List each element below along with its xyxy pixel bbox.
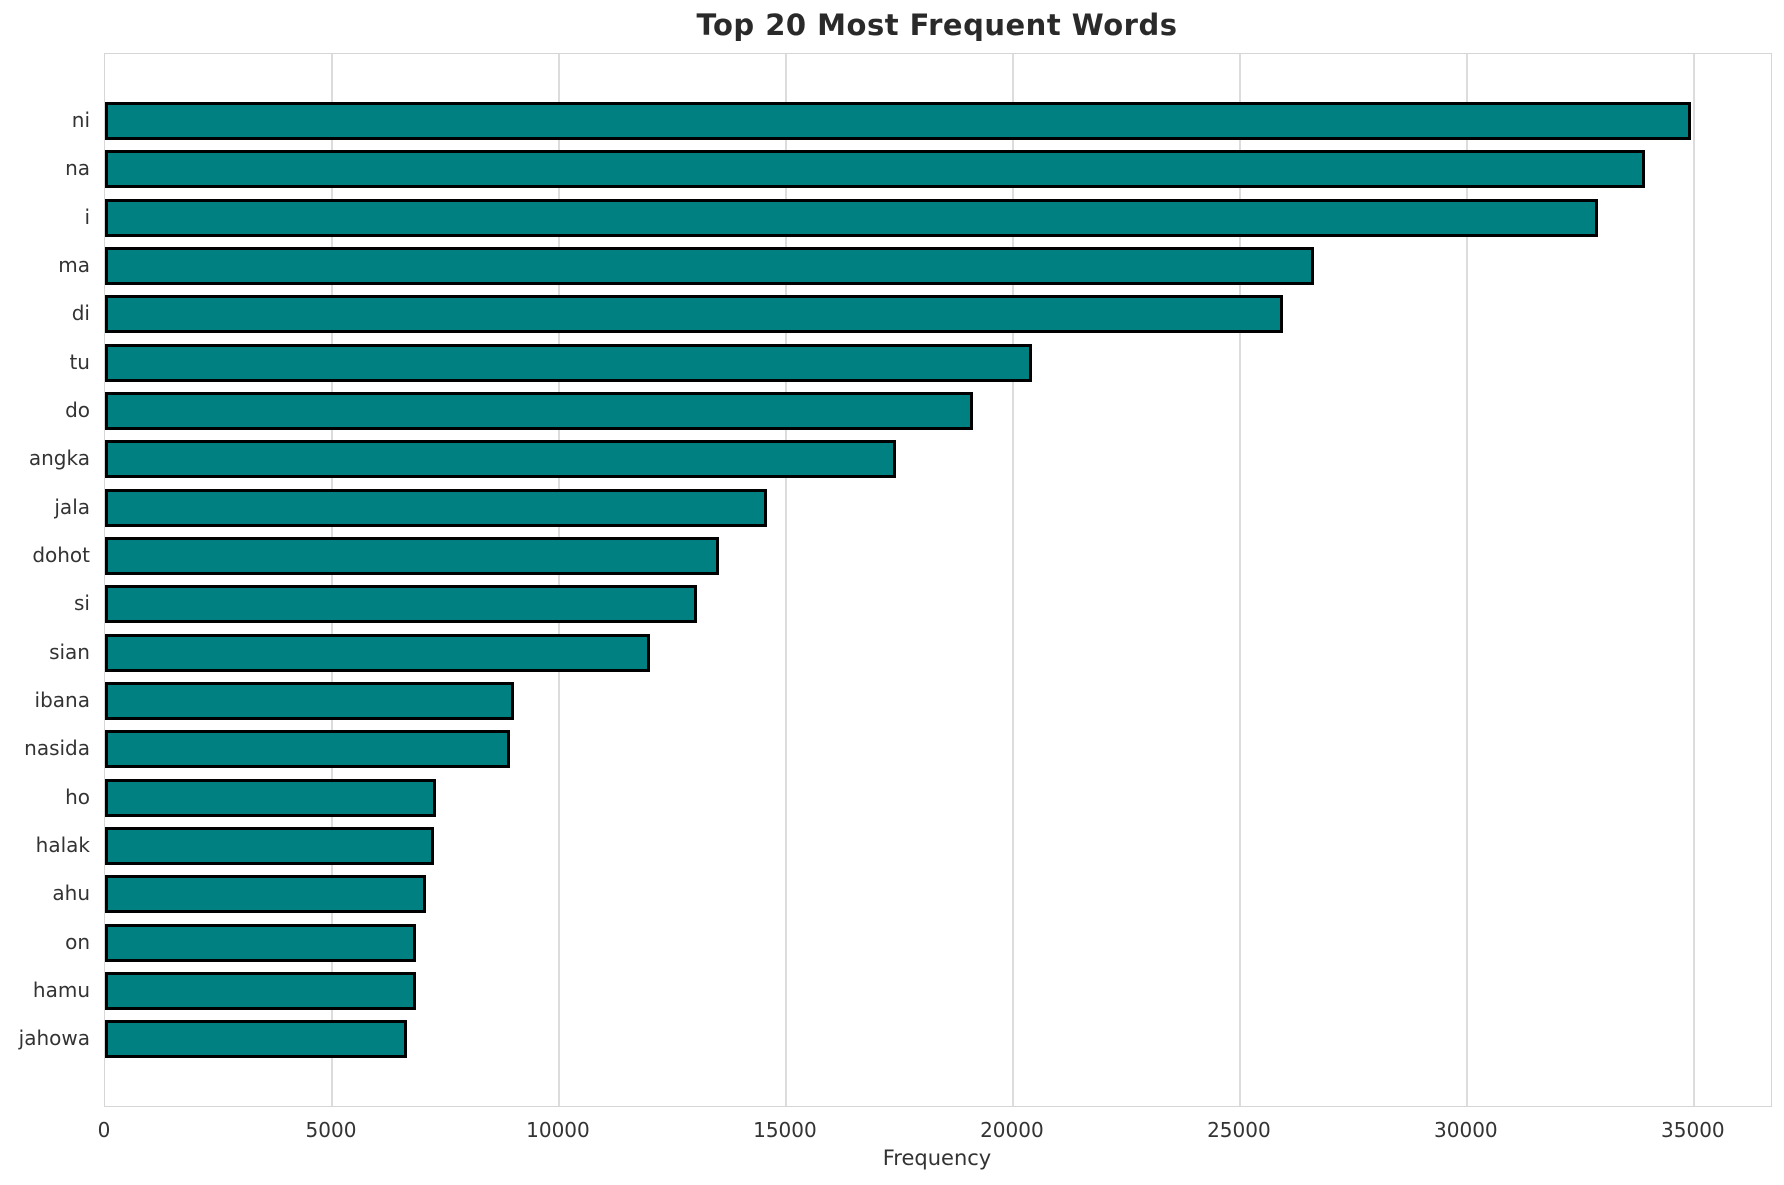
bar-on (105, 923, 416, 962)
bar-angka (105, 440, 897, 479)
y-tick-label-halak: halak (35, 832, 90, 857)
y-tick-label-tu: tu (69, 349, 90, 374)
y-tick-label-di: di (71, 301, 90, 326)
gridline-x-5000 (331, 54, 333, 1106)
y-tick-label-jahowa: jahowa (18, 1026, 90, 1051)
y-tick-label-nasida: nasida (24, 736, 90, 761)
y-tick-label-ibana: ibana (34, 687, 90, 712)
bar-sian (105, 633, 650, 672)
gridline-x-25000 (1239, 54, 1241, 1106)
bar-jahowa (105, 1020, 408, 1059)
bar-si (105, 585, 698, 624)
x-tick-label-30000: 30000 (1434, 1118, 1498, 1142)
y-tick-label-ho: ho (65, 784, 90, 809)
x-axis-label: Frequency (882, 1146, 992, 1170)
y-tick-label-on: on (65, 929, 90, 954)
y-tick-label-do: do (65, 397, 90, 422)
x-tick-label-35000: 35000 (1661, 1118, 1725, 1142)
gridline-x-35000 (1693, 54, 1695, 1106)
y-tick-label-sian: sian (49, 639, 90, 664)
y-tick-label-ahu: ahu (52, 881, 90, 906)
gridline-x-15000 (785, 54, 787, 1106)
chart-title: Top 20 Most Frequent Words (696, 8, 1178, 42)
bar-i (105, 198, 1598, 237)
x-tick-label-5000: 5000 (305, 1118, 357, 1142)
y-tick-label-jala: jala (54, 494, 90, 519)
bar-hamu (105, 971, 416, 1010)
bar-nasida (105, 730, 510, 769)
x-tick-label-15000: 15000 (753, 1118, 817, 1142)
bar-do (105, 391, 974, 430)
bar-ahu (105, 875, 426, 914)
bar-di (105, 295, 1283, 334)
x-tick-label-0: 0 (97, 1118, 111, 1142)
y-tick-label-dohot: dohot (32, 542, 90, 567)
x-tick-label-25000: 25000 (1207, 1118, 1271, 1142)
bar-halak (105, 826, 434, 865)
y-tick-label-i: i (84, 204, 90, 229)
bar-dohot (105, 536, 719, 575)
x-tick-label-20000: 20000 (980, 1118, 1044, 1142)
y-tick-label-ma: ma (58, 252, 90, 277)
y-tick-label-angka: angka (28, 446, 90, 471)
gridline-x-30000 (1466, 54, 1468, 1106)
bar-na (105, 150, 1646, 189)
bar-jala (105, 488, 767, 527)
x-tick-label-10000: 10000 (526, 1118, 590, 1142)
gridline-x-10000 (558, 54, 560, 1106)
y-tick-label-na: na (65, 156, 90, 181)
y-tick-label-si: si (74, 591, 90, 616)
bar-tu (105, 343, 1033, 382)
y-tick-label-hamu: hamu (32, 977, 90, 1002)
y-tick-label-ni: ni (71, 108, 90, 132)
bar-ni (105, 102, 1691, 140)
bar-ho (105, 778, 436, 817)
plot-area (104, 53, 1772, 1107)
bar-ma (105, 246, 1315, 285)
bar-ibana (105, 681, 514, 720)
gridline-x-20000 (1012, 54, 1014, 1106)
